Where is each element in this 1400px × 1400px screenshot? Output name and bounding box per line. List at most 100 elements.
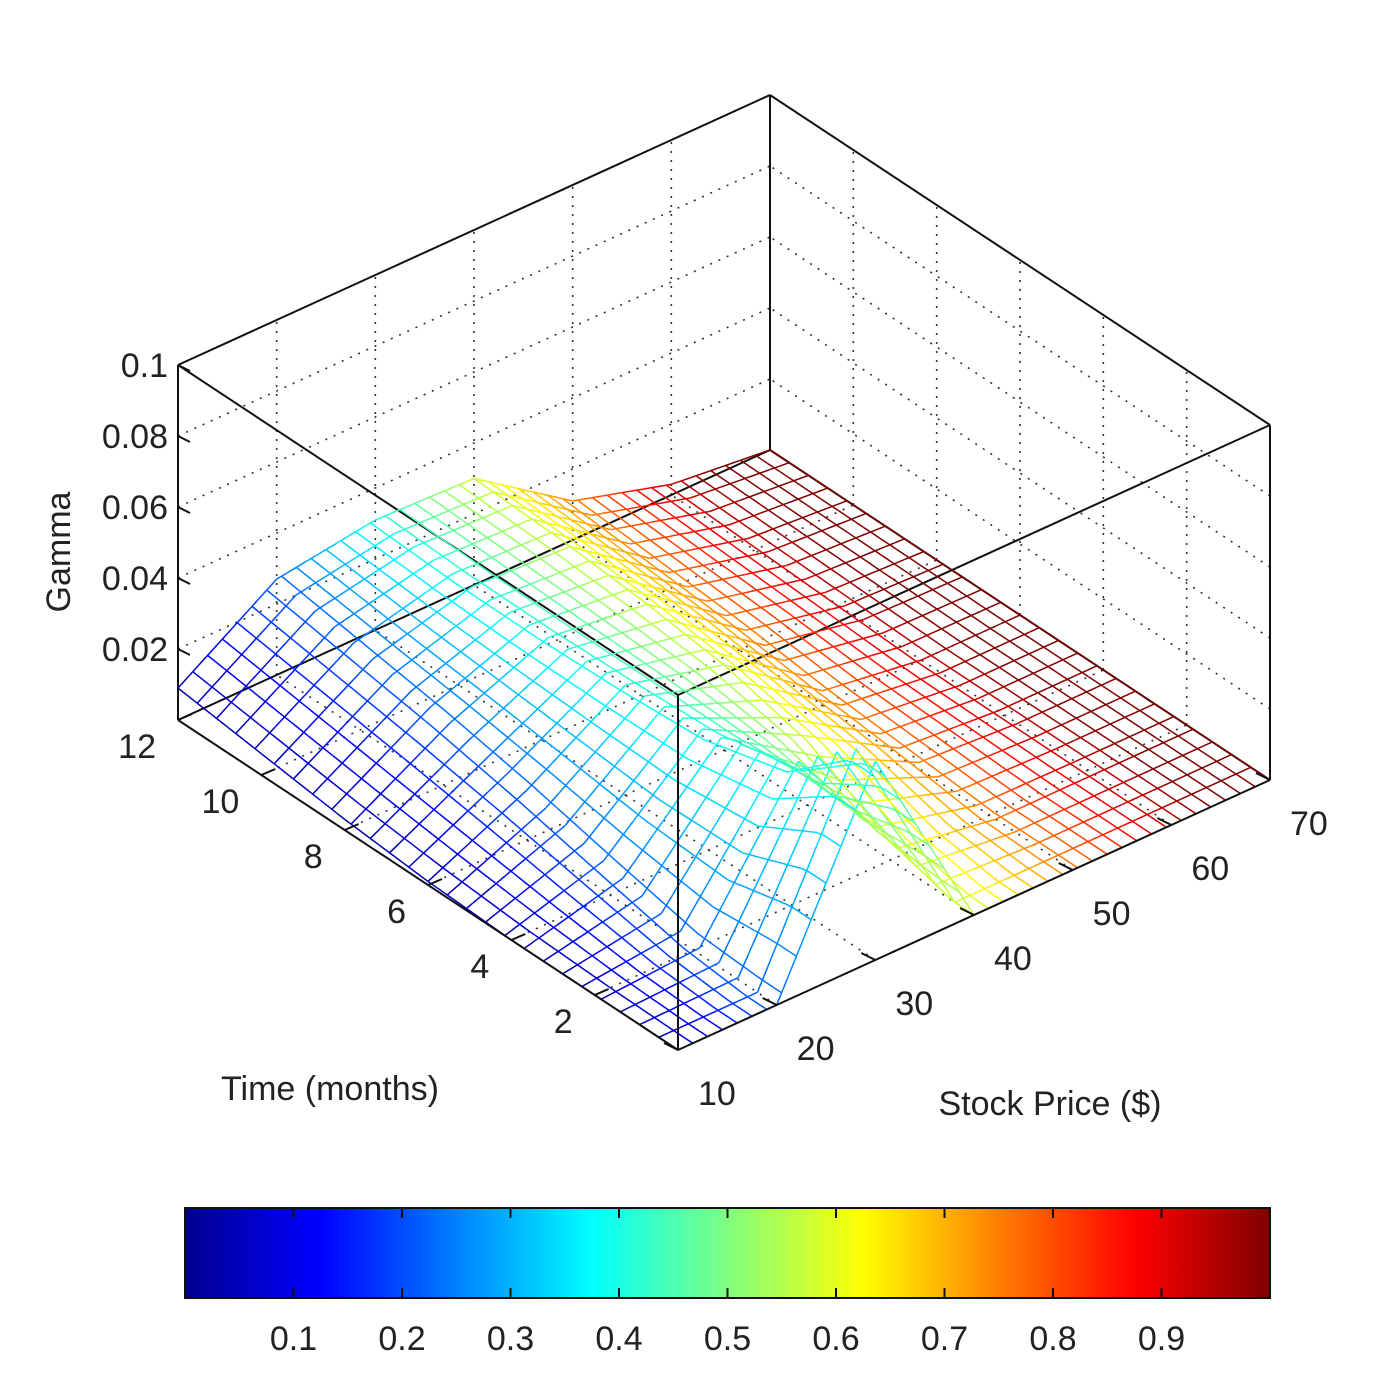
mesh-segment: [390, 737, 402, 749]
mesh-segment: [861, 651, 871, 660]
mesh-segment: [617, 610, 628, 615]
mesh-segment: [1018, 653, 1030, 660]
mesh-segment: [810, 754, 821, 758]
mesh-segment: [1221, 753, 1232, 760]
mesh-segment: [177, 676, 189, 689]
mesh-segment: [411, 551, 421, 559]
mesh-segment: [941, 756, 952, 765]
mesh-segment: [503, 614, 513, 622]
mesh-segment: [1133, 751, 1145, 757]
mesh-segment: [957, 831, 967, 840]
mesh-segment: [461, 586, 471, 594]
mesh-segment: [343, 642, 355, 655]
mesh-segment: [811, 764, 821, 768]
mesh-segment: [418, 742, 428, 751]
mesh-segment: [956, 827, 967, 832]
mesh-segment: [1210, 780, 1222, 786]
mesh-segment: [595, 613, 606, 622]
mesh-segment: [791, 739, 802, 750]
mesh-segment: [697, 605, 707, 614]
mesh-segment: [822, 788, 832, 796]
mesh-segment: [838, 510, 848, 517]
mesh-segment: [584, 884, 595, 893]
mesh-segment: [343, 613, 355, 622]
mesh-segment: [746, 786, 756, 792]
mesh-segment: [669, 551, 680, 556]
mesh-segment: [1007, 870, 1017, 878]
mesh-segment: [786, 580, 797, 585]
mesh-segment: [812, 555, 822, 563]
mesh-segment: [563, 912, 573, 921]
mesh-segment: [462, 543, 473, 549]
mesh-segment: [685, 580, 695, 588]
mesh-segment: [434, 550, 444, 558]
mesh-segment: [566, 624, 576, 632]
mesh-segment: [648, 605, 658, 613]
mesh-segment: [609, 986, 619, 994]
mesh-segment: [626, 627, 637, 633]
mesh-segment: [828, 567, 839, 575]
mesh-segment: [275, 605, 287, 618]
mesh-segment: [466, 755, 476, 765]
mesh-segment: [895, 613, 905, 621]
mesh-segment: [425, 854, 435, 863]
mesh-segment: [688, 565, 699, 570]
mesh-segment: [648, 524, 658, 533]
mesh-segment: [451, 593, 463, 602]
mesh-segment: [1043, 834, 1055, 841]
mesh-segment: [967, 710, 978, 718]
mesh-segment: [868, 578, 878, 586]
mesh-segment: [693, 670, 704, 679]
mesh-segment: [437, 502, 447, 510]
mesh-segment: [453, 581, 463, 589]
mesh-segment: [519, 625, 530, 633]
mesh-segment: [673, 543, 683, 551]
mesh-segment: [517, 685, 529, 696]
mesh-segment: [438, 794, 450, 806]
mesh-segment: [806, 504, 816, 512]
mesh-segment: [857, 619, 867, 627]
mesh-segment: [791, 686, 801, 695]
mesh-segment: [767, 675, 778, 685]
mesh-segment: [457, 810, 469, 821]
mesh-segment: [685, 849, 695, 857]
mesh-segment: [785, 656, 795, 664]
mesh-segment: [470, 707, 481, 716]
mesh-segment: [471, 582, 482, 588]
mesh-segment: [666, 589, 676, 597]
mesh-segment: [505, 833, 517, 844]
mesh-segment: [707, 717, 718, 725]
mesh-segment: [815, 570, 826, 576]
mesh-segment: [1049, 749, 1059, 757]
mesh-segment: [416, 520, 426, 528]
mesh-segment: [489, 619, 501, 629]
mesh-segment: [731, 671, 742, 681]
mesh-segment: [705, 641, 715, 650]
mesh-segment: [1127, 685, 1138, 693]
mesh-segment: [417, 619, 427, 627]
mesh-segment: [693, 586, 704, 594]
grid-line: [177, 307, 771, 579]
mesh-segment: [498, 495, 508, 503]
mesh-segment: [315, 548, 327, 557]
mesh-segment: [582, 898, 594, 907]
mesh-segment: [668, 567, 679, 576]
mesh-segment: [556, 601, 566, 609]
mesh-segment: [670, 930, 681, 938]
mesh-segment: [902, 597, 914, 604]
mesh-segment: [854, 809, 864, 815]
mesh-segment: [402, 629, 412, 638]
mesh-segment: [947, 665, 957, 673]
mesh-segment: [771, 600, 781, 608]
mesh-segment: [649, 917, 659, 927]
mesh-segment: [663, 742, 673, 750]
mesh-segment: [446, 819, 457, 828]
mesh-segment: [908, 589, 918, 597]
mesh-segment: [312, 747, 324, 759]
mesh-segment: [453, 503, 464, 510]
grid-line: [511, 669, 1104, 941]
mesh-segment: [749, 492, 760, 498]
mesh-segment: [411, 622, 423, 631]
mesh-segment: [1221, 764, 1231, 771]
mesh-segment: [958, 742, 969, 748]
